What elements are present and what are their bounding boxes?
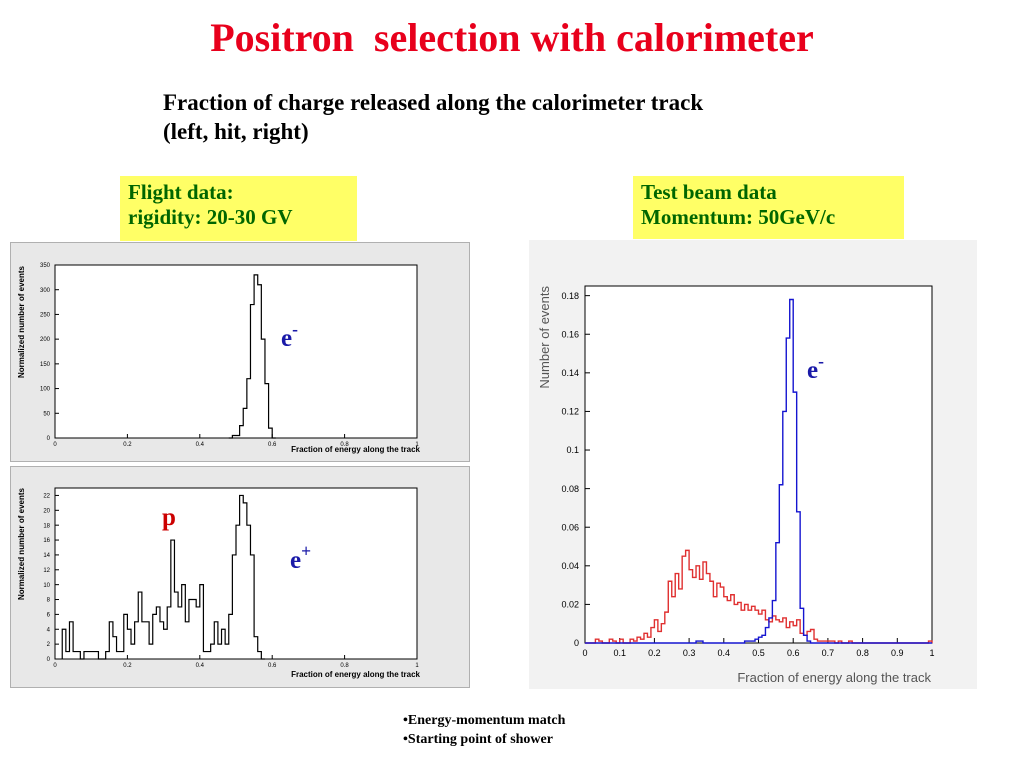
y-tick-label: 0.02 (561, 600, 579, 610)
x-tick-label: 1 (415, 663, 419, 669)
test-beam-line-1: Test beam data (641, 180, 777, 204)
y-tick-label: 0.14 (561, 368, 579, 378)
y-tick-label: 0.1 (566, 445, 579, 455)
x-tick-label: 0.5 (752, 648, 765, 658)
x-tick-label: 0.8 (340, 442, 349, 448)
y-tick-label: 50 (43, 411, 50, 417)
x-tick-label: 0.4 (196, 442, 205, 448)
bullet-item: •Energy-momentum match (403, 713, 566, 728)
x-tick-label: 0.2 (123, 442, 132, 448)
test-beam-box: Test beam data Momentum: 50GeV/c (633, 176, 904, 239)
slide-title: Positron selection with calorimeter (210, 15, 814, 60)
x-tick-label: 0.8 (856, 648, 869, 658)
flight-data-line-1: Flight data: (128, 180, 234, 204)
bullet-list: •Energy-momentum match •Starting point o… (403, 711, 565, 749)
x-tick-label: 0.2 (648, 648, 661, 658)
particle-label: e- (807, 351, 824, 384)
flight-positron-histogram: 0 0.2 0.4 0.6 0.8 10246810121416182022Fractio… (10, 466, 470, 688)
x-tick-label: 0.3 (683, 648, 696, 658)
y-tick-label: 0 (47, 436, 51, 442)
y-axis-label: Number of events (537, 286, 552, 389)
slide-subtitle: Fraction of charge released along the ca… (163, 88, 703, 146)
particle-label: p (162, 504, 176, 531)
x-tick-label: 0.2 (123, 663, 132, 669)
y-tick-label: 20 (43, 508, 50, 514)
y-tick-label: 250 (40, 313, 51, 319)
test-beam-line-2: Momentum: 50GeV/c (641, 205, 836, 229)
particle-label: e- (281, 319, 298, 352)
y-tick-label: 0.18 (561, 291, 579, 301)
x-tick-label: 0.8 (340, 663, 349, 669)
subtitle-line-2: (left, hit, right) (163, 119, 309, 144)
x-tick-label: 0.4 (718, 648, 731, 658)
y-tick-label: 18 (43, 523, 50, 529)
y-tick-label: 8 (47, 598, 51, 604)
x-tick-label: 0 (53, 442, 57, 448)
y-tick-label: 200 (40, 337, 51, 343)
y-tick-label: 16 (43, 538, 50, 544)
x-tick-label: 0.7 (822, 648, 835, 658)
y-tick-label: 150 (40, 362, 51, 368)
y-tick-label: 0.12 (561, 407, 579, 417)
x-tick-label: 0.6 (268, 663, 277, 669)
subtitle-line-1: Fraction of charge released along the ca… (163, 90, 704, 115)
y-tick-label: 0.16 (561, 329, 579, 339)
x-axis-label: Fraction of energy along the track (291, 445, 420, 454)
y-tick-label: 22 (43, 494, 50, 500)
x-axis-label: Fraction of energy along the track (737, 670, 931, 685)
particle-label: e+ (290, 541, 311, 574)
y-tick-label: 6 (47, 612, 51, 618)
bullet-item: •Starting point of shower (403, 732, 553, 747)
x-tick-label: 0.6 (268, 442, 277, 448)
y-tick-label: 350 (40, 263, 51, 269)
y-axis-label: Normalized number of events (17, 265, 26, 378)
x-tick-label: 0 (582, 648, 587, 658)
x-tick-label: 0.6 (787, 648, 800, 658)
y-tick-label: 0 (574, 638, 579, 648)
histogram-series (585, 298, 932, 644)
y-tick-label: 12 (43, 568, 50, 574)
x-tick-label: 1 (929, 648, 934, 658)
y-tick-label: 300 (40, 288, 51, 294)
x-tick-label: 0.4 (196, 663, 205, 669)
y-tick-label: 2 (47, 642, 51, 648)
y-tick-label: 100 (40, 387, 51, 393)
y-tick-label: 4 (47, 627, 51, 633)
flight-data-box: Flight data: rigidity: 20-30 GV (120, 176, 357, 241)
y-tick-label: 0.08 (561, 484, 579, 494)
x-axis-label: Fraction of energy along the track (291, 670, 420, 679)
flight-data-line-2: rigidity: 20-30 GV (128, 205, 293, 229)
y-tick-label: 0 (47, 657, 51, 663)
y-tick-label: 10 (43, 583, 50, 589)
histogram-series (228, 274, 276, 439)
y-tick-label: 14 (43, 553, 50, 559)
plot-area (54, 487, 418, 660)
x-tick-label: 1 (415, 442, 419, 448)
y-tick-label: 0.04 (561, 561, 579, 571)
x-tick-label: 0.1 (613, 648, 626, 658)
plot-area (54, 264, 418, 439)
histogram-series (61, 494, 265, 660)
test-beam-histogram: 0 0.1 0.2 0.3 0.4 0.5 0.6 0.7 0.8 0.9 1 0 0.02 0.04 0.… (529, 240, 977, 689)
x-tick-label: 0.9 (891, 648, 904, 658)
y-tick-label: 0.06 (561, 522, 579, 532)
flight-electron-histogram: 0 0.2 0.4 0.6 0.8 1 0 50 100 150 200 250 300 350 Fract… (10, 242, 470, 462)
plot-area (584, 285, 933, 644)
x-tick-label: 0 (53, 663, 57, 669)
y-axis-label: Normalized number of events (17, 487, 26, 600)
